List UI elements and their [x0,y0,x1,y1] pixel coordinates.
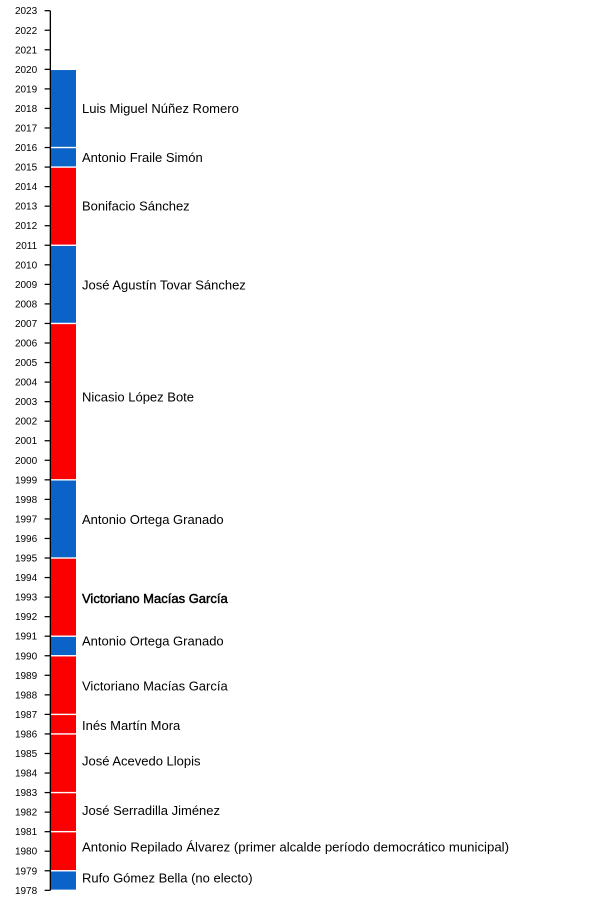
svg-text:1982: 1982 [15,808,38,819]
svg-text:1989: 1989 [15,671,38,682]
svg-text:2015: 2015 [15,163,38,174]
svg-text:José Acevedo Llopis: José Acevedo Llopis [82,754,201,769]
svg-text:1987: 1987 [15,710,38,721]
svg-text:Inés Martín Mora: Inés Martín Mora [82,718,181,733]
svg-text:2019: 2019 [15,84,38,95]
svg-text:2013: 2013 [15,202,38,213]
svg-text:2014: 2014 [15,182,38,193]
svg-text:2023: 2023 [15,6,38,17]
svg-text:1999: 1999 [15,475,38,486]
svg-text:2001: 2001 [15,436,38,447]
svg-text:Bonifacio Sánchez: Bonifacio Sánchez [82,199,190,214]
svg-text:1998: 1998 [15,495,38,506]
svg-text:2003: 2003 [15,397,38,408]
svg-text:Antonio Ortega Granado: Antonio Ortega Granado [82,634,224,649]
svg-text:2022: 2022 [15,26,38,37]
svg-text:2006: 2006 [15,339,38,350]
svg-text:2011: 2011 [16,241,38,252]
svg-text:2021: 2021 [15,45,38,56]
svg-text:1983: 1983 [15,788,38,799]
svg-text:2017: 2017 [15,123,38,134]
svg-text:Victoriano Macías García: Victoriano Macías García [82,591,228,606]
svg-text:1994: 1994 [15,573,38,584]
svg-text:1992: 1992 [15,612,38,623]
svg-text:Nicasio López Bote: Nicasio López Bote [82,389,194,404]
svg-text:1995: 1995 [15,554,38,565]
svg-text:1980: 1980 [15,847,38,858]
svg-text:2018: 2018 [15,104,38,115]
svg-text:Antonio Ortega Granado: Antonio Ortega Granado [82,512,224,527]
svg-text:2002: 2002 [15,417,38,428]
svg-text:2010: 2010 [15,260,38,271]
svg-text:1997: 1997 [15,514,38,525]
svg-text:Victoriano Macías García: Victoriano Macías García [82,678,228,693]
svg-text:1988: 1988 [15,690,38,701]
svg-text:José Agustín Tovar Sánchez: José Agustín Tovar Sánchez [82,278,246,293]
svg-text:Luis Miguel Núñez Romero: Luis Miguel Núñez Romero [82,101,239,116]
svg-text:2000: 2000 [15,456,38,467]
svg-text:2009: 2009 [15,280,38,291]
svg-text:1991: 1991 [15,632,38,643]
svg-text:1990: 1990 [15,651,38,662]
svg-text:Antonio Repilado Álvarez (prim: Antonio Repilado Álvarez (primer alcalde… [82,839,509,854]
svg-text:Rufo Gómez Bella (no electo): Rufo Gómez Bella (no electo) [82,870,253,885]
svg-text:1986: 1986 [15,729,38,740]
svg-text:1981: 1981 [15,827,38,838]
svg-text:1978: 1978 [15,886,38,897]
svg-text:2004: 2004 [15,378,38,389]
svg-text:2008: 2008 [15,299,38,310]
svg-text:2012: 2012 [15,221,38,232]
svg-text:1996: 1996 [15,534,38,545]
svg-text:1984: 1984 [15,769,38,780]
svg-text:1979: 1979 [15,866,38,877]
svg-text:José Serradilla Jiménez: José Serradilla Jiménez [82,803,220,818]
svg-text:2005: 2005 [15,358,38,369]
svg-text:1985: 1985 [15,749,38,760]
svg-text:2007: 2007 [15,319,38,330]
svg-text:1993: 1993 [15,593,38,604]
svg-text:2020: 2020 [15,65,38,76]
svg-text:2016: 2016 [15,143,38,154]
svg-text:Antonio Fraile Simón: Antonio Fraile Simón [82,150,203,165]
